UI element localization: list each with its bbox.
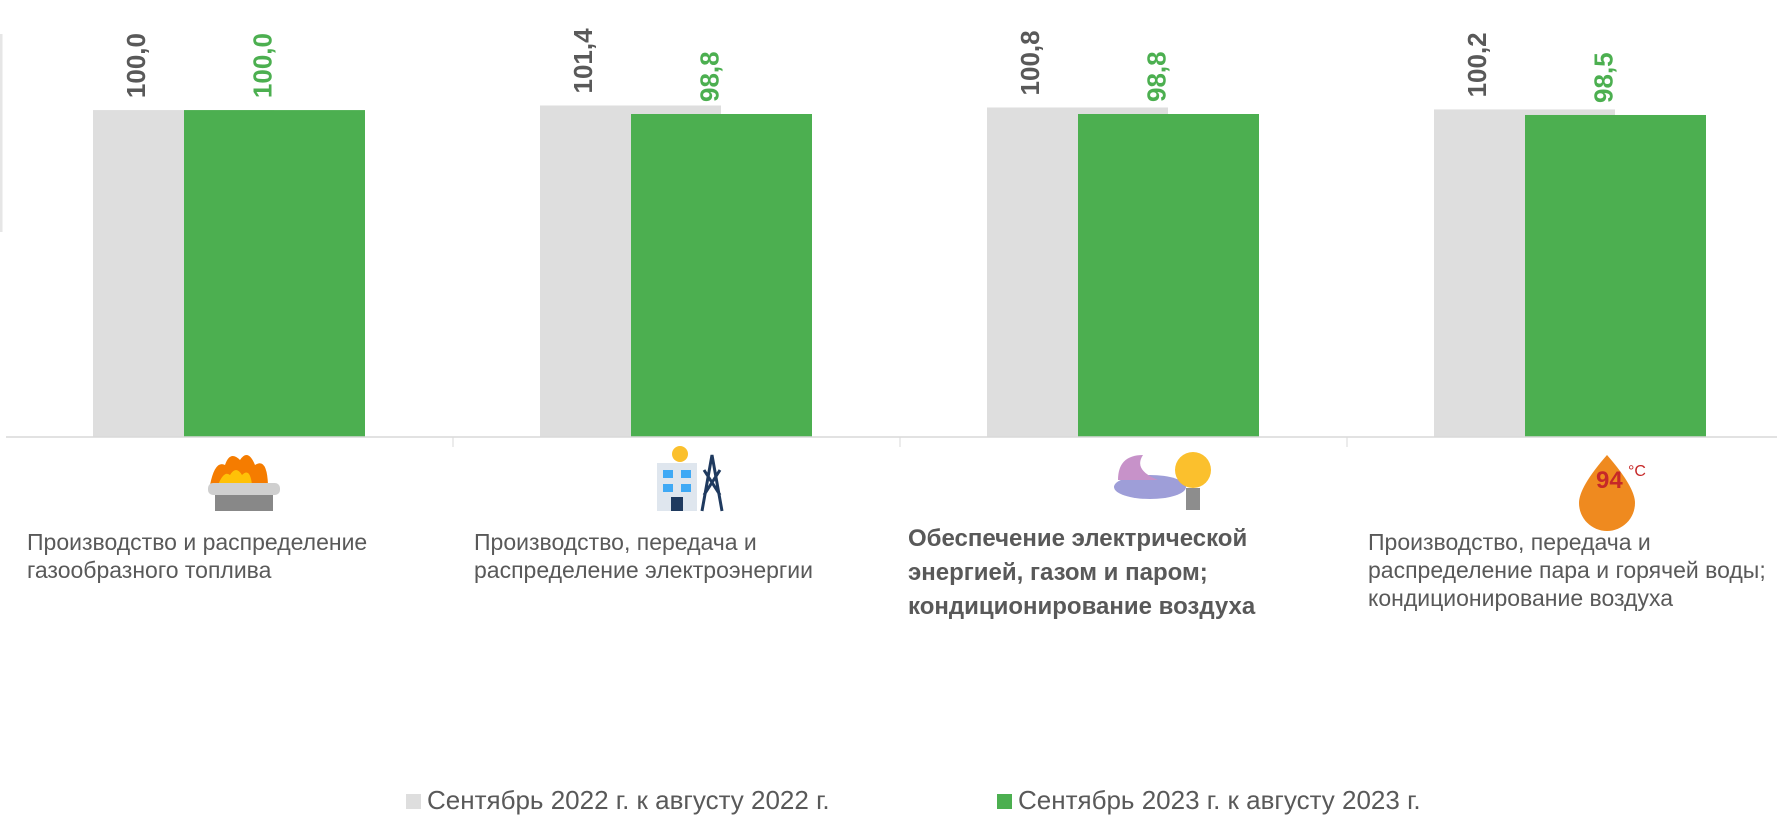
data-label: 100,0: [121, 33, 151, 98]
bar: [631, 114, 812, 437]
bar: [184, 110, 365, 438]
legend-label: Сентябрь 2022 г. к августу 2022 г.: [427, 785, 830, 815]
category-label: Производство, передача и распределение п…: [1368, 529, 1766, 611]
category-label: Обеспечение электрической энергией, газо…: [908, 525, 1256, 620]
data-label: 98,8: [1141, 51, 1171, 102]
icon-energy: [1114, 452, 1211, 510]
data-label: 100,8: [1015, 30, 1045, 95]
legend-swatch: [997, 794, 1012, 809]
bar: [1525, 114, 1706, 437]
data-label: 98,8: [694, 51, 724, 102]
category-label: Производство, передача и распределение э…: [474, 529, 813, 583]
bar: [1078, 114, 1259, 437]
data-label: 98,5: [1588, 52, 1618, 103]
icon-power: [657, 446, 724, 512]
icon-heat: 94 °C: [1579, 455, 1646, 531]
data-label: 100,2: [1462, 32, 1492, 97]
svg-text:94: 94: [1596, 467, 1623, 494]
data-label: 100,0: [247, 33, 277, 98]
legend-swatch: [406, 794, 421, 809]
legend-label: Сентябрь 2023 г. к августу 2023 г.: [1018, 785, 1421, 815]
data-label: 101,4: [568, 28, 598, 94]
icon-gas: [208, 455, 280, 511]
category-label: Производство и распределение газообразно…: [27, 529, 368, 583]
svg-text:°C: °C: [1628, 463, 1646, 480]
